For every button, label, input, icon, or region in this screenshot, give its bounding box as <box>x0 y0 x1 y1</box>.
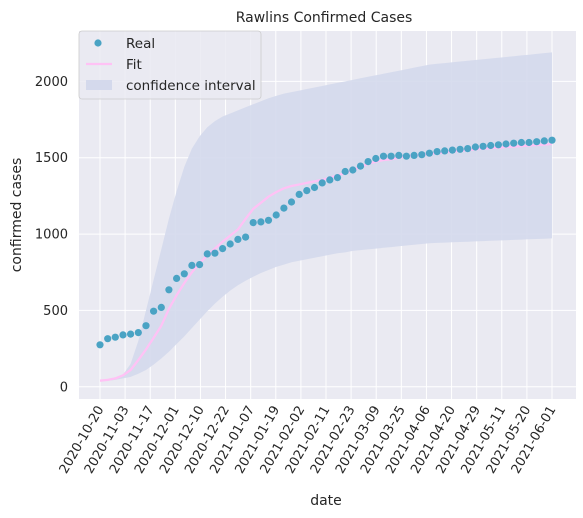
real-data-point <box>487 141 495 150</box>
real-data-point <box>287 198 296 206</box>
real-data-point <box>441 147 449 155</box>
real-data-point <box>471 143 479 151</box>
legend-label-real: Real <box>126 36 155 52</box>
real-data-point <box>272 211 280 219</box>
real-data-point <box>517 138 526 147</box>
real-data-point <box>280 204 288 212</box>
real-data-point <box>318 179 326 187</box>
real-data-point <box>310 183 319 192</box>
real-data-point <box>494 141 502 149</box>
y-tick-label: 0 <box>60 380 68 395</box>
real-data-point <box>356 162 365 170</box>
real-data-point <box>157 303 165 311</box>
real-data-point <box>540 137 548 145</box>
legend-label-fit: Fit <box>126 57 142 73</box>
real-data-point <box>219 245 227 253</box>
real-data-point <box>349 166 357 174</box>
real-points-layer <box>96 136 556 349</box>
legend-marker-real <box>94 39 102 47</box>
real-data-point <box>264 216 273 224</box>
real-data-point <box>234 235 242 243</box>
y-tick-labels: 0 500 1000 1500 2000 <box>35 75 68 395</box>
real-data-point <box>326 176 334 184</box>
y-tick-label: 500 <box>43 304 68 319</box>
real-data-point <box>242 233 250 241</box>
real-data-point <box>196 261 204 269</box>
legend-marker-confidence-interval <box>86 80 112 90</box>
real-data-point <box>165 286 173 294</box>
real-data-point <box>127 330 135 338</box>
x-axis-label: date <box>310 493 342 509</box>
real-data-point <box>111 333 119 341</box>
real-data-point <box>341 167 349 176</box>
real-data-point <box>173 274 181 282</box>
real-data-point <box>533 138 541 146</box>
x-tick-labels: 2020-10-202020-11-032020-11-172020-12-01… <box>57 403 560 476</box>
real-data-point <box>134 329 142 337</box>
chart-title: Rawlins Confirmed Cases <box>236 10 413 26</box>
real-data-point <box>226 240 234 248</box>
legend-box <box>78 30 262 100</box>
confidence-band-layer <box>100 52 552 381</box>
real-data-point <box>510 139 518 147</box>
real-data-point <box>402 152 410 160</box>
real-data-point <box>548 136 556 144</box>
real-data-point <box>418 151 426 159</box>
real-data-point <box>249 219 257 227</box>
real-data-point <box>525 138 533 147</box>
real-data-point <box>96 341 104 349</box>
real-data-point <box>387 152 395 160</box>
real-data-point <box>303 187 311 195</box>
real-data-point <box>448 146 456 154</box>
real-data-point <box>502 140 510 148</box>
real-data-point <box>150 307 158 315</box>
legend: Real Fit confidence interval <box>78 30 262 100</box>
real-data-point <box>295 190 303 198</box>
real-data-point <box>180 270 188 278</box>
real-data-point <box>395 151 403 159</box>
real-data-point <box>425 149 433 157</box>
y-tick-label: 1500 <box>35 151 68 166</box>
real-data-point <box>257 218 265 226</box>
real-data-point <box>433 148 441 156</box>
real-data-point <box>464 145 472 153</box>
real-data-point <box>142 322 150 330</box>
real-data-point <box>188 261 196 269</box>
legend-label-confidence-interval: confidence interval <box>126 78 256 94</box>
real-data-point <box>372 154 380 163</box>
y-tick-label: 2000 <box>35 75 68 90</box>
real-data-point <box>379 152 388 160</box>
y-axis-label: confirmed cases <box>9 158 25 273</box>
real-data-point <box>333 174 342 182</box>
real-data-point <box>104 335 112 343</box>
real-data-point <box>410 151 418 159</box>
real-data-point <box>203 250 211 258</box>
real-data-point <box>456 145 464 153</box>
real-data-point <box>364 158 372 166</box>
real-data-point <box>479 142 487 150</box>
real-data-point <box>211 249 219 257</box>
confidence-interval-band <box>100 52 552 381</box>
y-tick-label: 1000 <box>35 228 68 243</box>
real-data-point <box>119 331 127 339</box>
